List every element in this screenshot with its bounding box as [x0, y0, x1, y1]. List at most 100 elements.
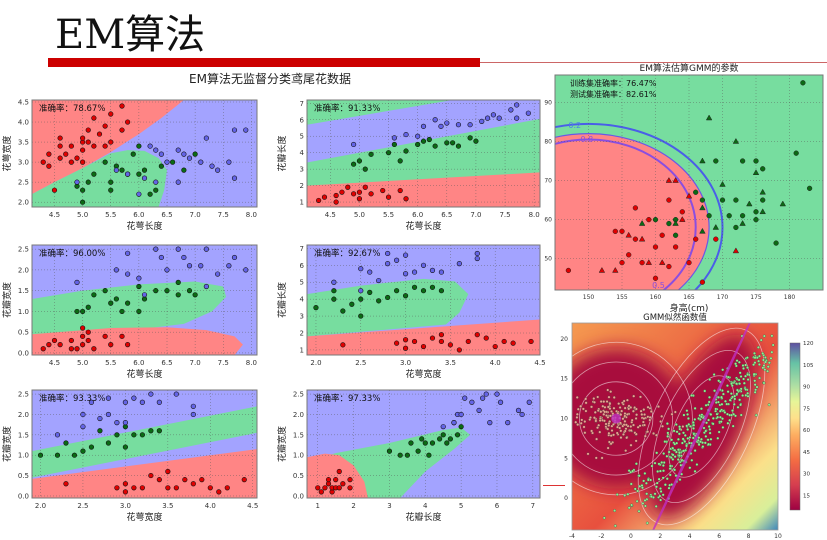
data-point-red [318, 489, 324, 495]
data-point-elongated [685, 424, 689, 428]
data-point-elongated [676, 437, 680, 441]
data-point-green [438, 288, 445, 294]
data-point-elongated [626, 492, 630, 496]
iris-scatter-plot-6: 1 2 3 4 5 6 7 0.0 0.5 1.0 1.5 2.0 2.5 花瓣长度 花瓣宽度 准确率：97.… [276, 389, 541, 523]
data-point-green [131, 432, 137, 438]
data-point-elongated [707, 400, 711, 404]
data-point-elongated [735, 382, 738, 386]
data-point-green [313, 305, 319, 311]
data-point-elongated [738, 371, 742, 375]
data-point-red [108, 342, 114, 348]
data-point-blue [440, 424, 446, 430]
data-point-green [80, 199, 86, 205]
data-point-blue [467, 122, 473, 128]
data-point-red [80, 135, 86, 141]
x-tick-label: 3.0 [400, 359, 411, 367]
data-point-red [465, 338, 471, 345]
data-point-elongated [712, 373, 716, 376]
data-point-elongated [666, 434, 670, 438]
data-point-elongated [662, 469, 665, 473]
x-tick-label: 4.0 [205, 502, 216, 510]
data-point-green-triangle [705, 114, 713, 121]
data-point-round [618, 421, 622, 425]
x-tick-label: 170 [717, 294, 729, 301]
data-point-blue [139, 399, 145, 405]
data-point-round [575, 412, 579, 416]
y-tick-label: 3.0 [18, 159, 29, 167]
data-point-elongated [686, 436, 690, 440]
data-point-round [623, 429, 627, 433]
data-point-elongated [660, 460, 664, 464]
data-point-elongated [720, 402, 724, 406]
data-point-green [429, 284, 436, 290]
data-point-green-triangle [746, 200, 753, 207]
data-point-blue [438, 269, 445, 275]
data-point-elongated [705, 421, 709, 425]
data-point-red [156, 477, 162, 483]
data-point-round [601, 404, 605, 408]
x-tick-label: 2.5 [355, 359, 366, 367]
data-point-round [609, 442, 613, 446]
data-point-elongated [665, 422, 669, 426]
x-tick-label: 3.5 [445, 359, 456, 367]
x-tick-label: 2.5 [77, 502, 88, 510]
y-tick-label: 0.5 [18, 329, 29, 337]
iris-scatter-plot-1: 4.5 5.0 5.5 6.0 6.5 7.0 7.5 8.0 2.0 2.5 3.0 3.5 4.0 4… [1, 99, 258, 232]
x-tick-label: 165 [683, 294, 695, 301]
colorbar-tick-label: 105 [803, 363, 814, 369]
data-point-blue [429, 267, 436, 273]
data-point-red [102, 143, 108, 149]
data-point-blue [190, 411, 196, 418]
data-point-round [629, 443, 633, 447]
contour-line-0.8 [555, 138, 697, 290]
data-point-round [596, 395, 600, 399]
data-point-green [402, 293, 409, 299]
data-point-round [625, 436, 629, 440]
data-point-round [627, 407, 631, 411]
data-point-red [40, 159, 46, 165]
x-tick-label: 4 [688, 533, 692, 540]
data-point-blue [147, 143, 153, 149]
data-point-round [619, 429, 623, 433]
data-point-round [632, 394, 636, 398]
data-point-red-triangle [638, 235, 646, 242]
y-tick-label: 5 [300, 279, 304, 287]
x-tick-label: 5.0 [354, 211, 365, 219]
data-point-elongated [761, 351, 765, 355]
data-point-blue [231, 127, 238, 133]
data-point-round [608, 420, 612, 423]
data-point-red [420, 343, 427, 350]
data-point-round [610, 429, 614, 432]
data-point-green-circle [753, 216, 759, 223]
data-point-blue [105, 395, 112, 401]
data-point-green [331, 288, 337, 294]
data-point-elongated [704, 429, 708, 433]
plot-frame [554, 74, 824, 291]
x-tick-label: 2 [658, 533, 662, 540]
data-point-elongated [725, 402, 729, 406]
y-tick-label: 1 [300, 199, 304, 207]
data-point-green [114, 432, 120, 438]
data-point-elongated [689, 424, 692, 428]
data-point-round [649, 410, 653, 413]
x-axis-label: 花萼宽度 [126, 511, 162, 523]
data-point-green [420, 288, 427, 294]
data-point-blue [497, 399, 504, 405]
data-point-elongated [753, 361, 757, 365]
data-point-elongated [702, 426, 706, 430]
data-point-elongated [770, 350, 774, 354]
data-point-green [88, 444, 95, 450]
data-point-round [609, 434, 613, 438]
x-tick-label: 7.0 [190, 359, 201, 367]
data-point-red [68, 346, 74, 352]
data-point-round [584, 409, 588, 413]
data-point-elongated [658, 494, 662, 498]
data-point-red [51, 187, 58, 193]
data-point-round [606, 446, 610, 450]
data-point-red [199, 477, 205, 483]
data-point-elongated [661, 476, 665, 480]
data-point-round [630, 418, 634, 422]
data-point-elongated [631, 469, 635, 473]
data-point-elongated [723, 399, 727, 403]
data-point-round [593, 400, 596, 404]
